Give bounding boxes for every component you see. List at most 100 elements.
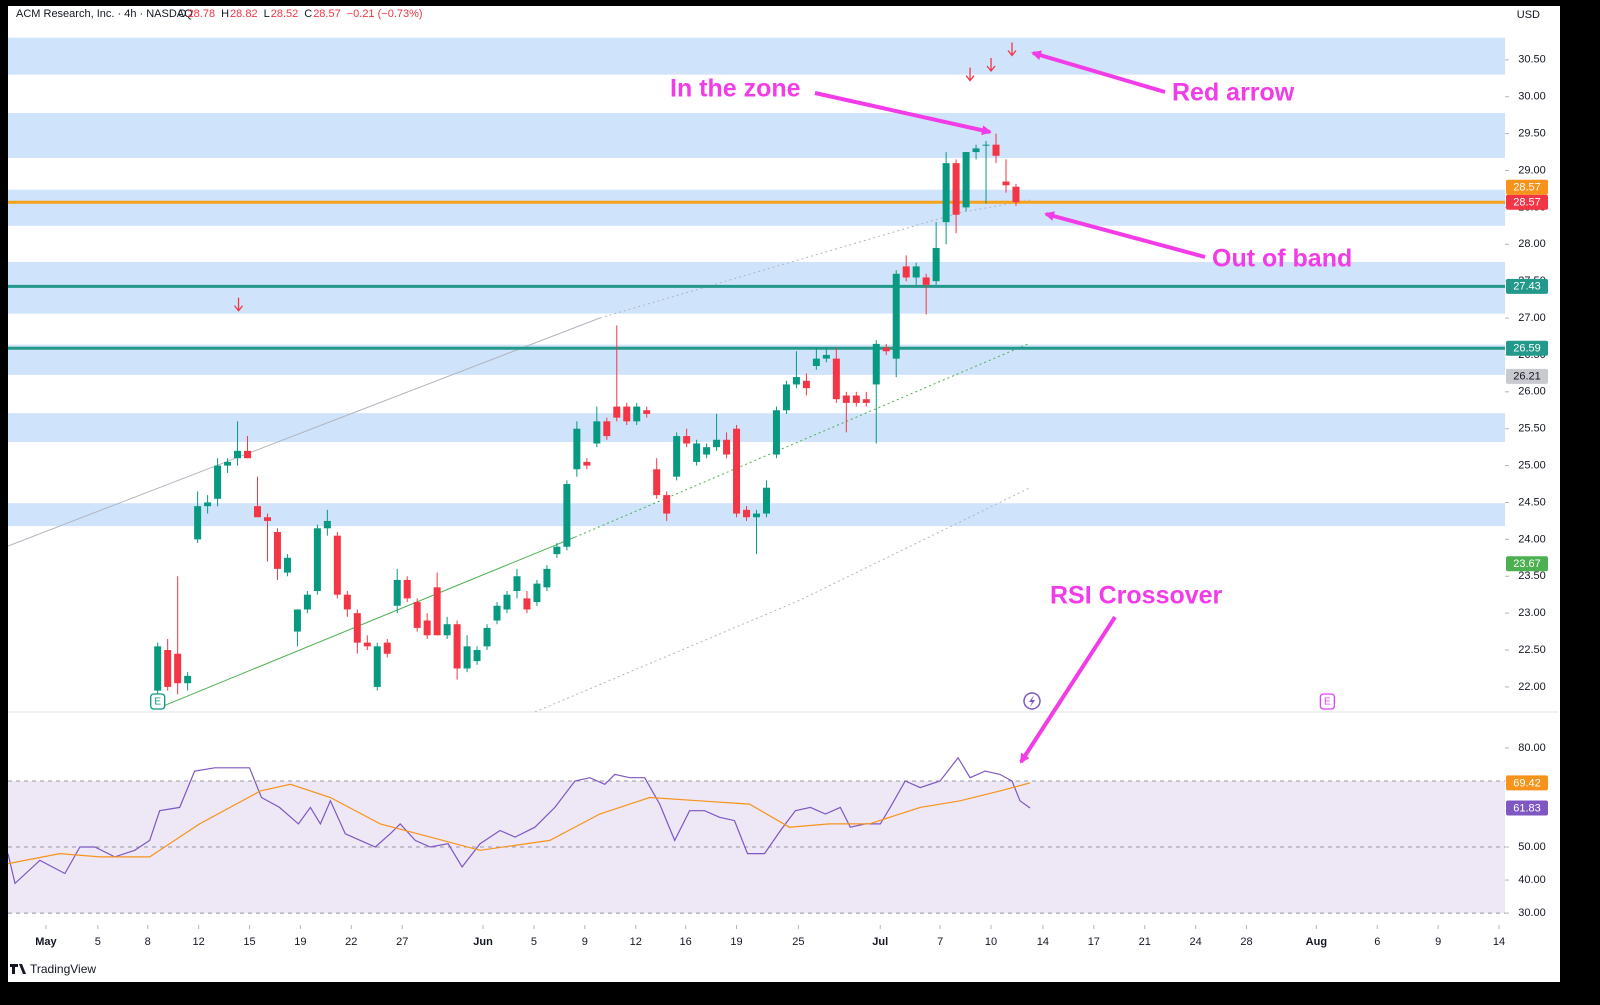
candle-body bbox=[154, 646, 162, 691]
candle-body bbox=[942, 163, 950, 223]
candle-body bbox=[433, 587, 441, 636]
candle-body bbox=[513, 576, 521, 592]
ohlc-value: 28.82 bbox=[230, 8, 258, 20]
price-tag-label: 28.57 bbox=[1513, 197, 1541, 209]
price-tag-label: 61.83 bbox=[1513, 802, 1541, 814]
price-tag bbox=[1506, 194, 1548, 210]
candle-body bbox=[623, 406, 631, 422]
candle-body bbox=[782, 384, 790, 411]
moving-average bbox=[8, 317, 600, 547]
x-tick-label: 19 bbox=[294, 936, 306, 948]
x-tick-label: 6 bbox=[1374, 936, 1380, 948]
ohlc-key: O bbox=[178, 8, 187, 20]
candle-body bbox=[673, 436, 681, 477]
candle-body bbox=[244, 450, 252, 459]
signal-arrow bbox=[234, 297, 244, 312]
candle-body bbox=[922, 277, 930, 285]
candle-body bbox=[543, 568, 551, 588]
annotation: Out of band bbox=[1212, 245, 1352, 273]
y-tick-label: 28.00 bbox=[1518, 238, 1546, 250]
y-tick-label: 29.00 bbox=[1518, 164, 1546, 176]
x-tick-label: 25 bbox=[792, 936, 804, 948]
ohlc-value: 28.52 bbox=[271, 8, 299, 20]
signal-arrow bbox=[986, 58, 996, 73]
candle-body bbox=[184, 675, 192, 684]
candle-body bbox=[343, 594, 351, 610]
candle-body bbox=[403, 579, 411, 599]
candle-body bbox=[393, 579, 401, 606]
candle-body bbox=[802, 380, 810, 389]
candle-body bbox=[842, 395, 850, 403]
x-tick-label: 5 bbox=[95, 936, 101, 948]
moving-average bbox=[534, 487, 1031, 712]
candle-body bbox=[643, 410, 651, 414]
candle-body bbox=[703, 447, 711, 455]
price-tag bbox=[1506, 179, 1548, 195]
y-tick-label: 80.00 bbox=[1518, 742, 1546, 754]
candle-body bbox=[952, 163, 960, 215]
lightning-icon bbox=[1023, 692, 1041, 710]
y-tick-label: 25.50 bbox=[1518, 423, 1546, 435]
x-tick-label: 17 bbox=[1088, 936, 1100, 948]
candle-body bbox=[273, 531, 281, 569]
candle-body bbox=[872, 343, 880, 385]
y-tick-label: 25.00 bbox=[1518, 460, 1546, 472]
zone bbox=[8, 37, 1505, 75]
candle-body bbox=[713, 439, 721, 448]
x-tick-label: 24 bbox=[1189, 936, 1201, 948]
candle-body bbox=[982, 144, 990, 146]
x-tick-label: 10 bbox=[985, 936, 997, 948]
price-tag bbox=[1506, 368, 1548, 384]
y-tick-label: 29.50 bbox=[1518, 128, 1546, 140]
candle-body bbox=[862, 399, 870, 403]
arrow bbox=[1031, 50, 1166, 94]
y-tick-label: 27.00 bbox=[1518, 312, 1546, 324]
x-tick-label: 19 bbox=[730, 936, 742, 948]
candle-body bbox=[792, 377, 800, 385]
candle-body bbox=[593, 421, 601, 444]
y-tick-label: 40.00 bbox=[1518, 874, 1546, 886]
price-tag-label: 28.57 bbox=[1513, 182, 1541, 194]
rsi-line bbox=[8, 756, 1031, 885]
price-tag-label: 27.43 bbox=[1513, 281, 1541, 293]
candle-body bbox=[174, 653, 182, 684]
symbol-title: ACM Research, Inc. · 4h · NASDAQ bbox=[16, 8, 193, 20]
y-tick-label: 26.00 bbox=[1518, 386, 1546, 398]
x-tick-label: 9 bbox=[582, 936, 588, 948]
ohlc-key: C bbox=[304, 8, 312, 20]
candle-body bbox=[762, 487, 770, 514]
x-tick-label: Jun bbox=[473, 936, 493, 948]
y-tick-label: 23.50 bbox=[1518, 570, 1546, 582]
price-tag bbox=[1506, 556, 1548, 572]
candle-body bbox=[683, 436, 691, 444]
brand: TradingView bbox=[10, 962, 96, 976]
candle-body bbox=[254, 506, 261, 518]
candle-body bbox=[313, 528, 321, 592]
candle-body bbox=[224, 461, 232, 466]
candle-body bbox=[463, 646, 471, 669]
x-tick-label: 28 bbox=[1240, 936, 1252, 948]
moving-average bbox=[157, 536, 576, 709]
candle-body bbox=[852, 395, 860, 403]
annotation: In the zone bbox=[670, 75, 801, 103]
candle-body bbox=[423, 620, 431, 636]
candle-body bbox=[633, 406, 641, 422]
candle-body bbox=[653, 469, 661, 496]
candle-body bbox=[283, 557, 291, 573]
candle-body bbox=[323, 520, 331, 529]
x-tick-label: May bbox=[35, 936, 57, 948]
y-tick-label: 22.00 bbox=[1518, 681, 1546, 693]
candle-body bbox=[263, 517, 271, 521]
rsi-pane bbox=[8, 756, 1505, 914]
event-marker bbox=[1319, 693, 1336, 710]
y-tick-label: 50.00 bbox=[1518, 841, 1546, 853]
zone bbox=[8, 413, 1505, 442]
candle-body bbox=[413, 602, 421, 628]
event-marker bbox=[150, 693, 166, 710]
candle-body bbox=[753, 513, 760, 518]
candle-body bbox=[962, 152, 970, 208]
candle-body bbox=[533, 583, 541, 603]
candle-body bbox=[573, 428, 581, 470]
candle-body bbox=[363, 642, 371, 647]
